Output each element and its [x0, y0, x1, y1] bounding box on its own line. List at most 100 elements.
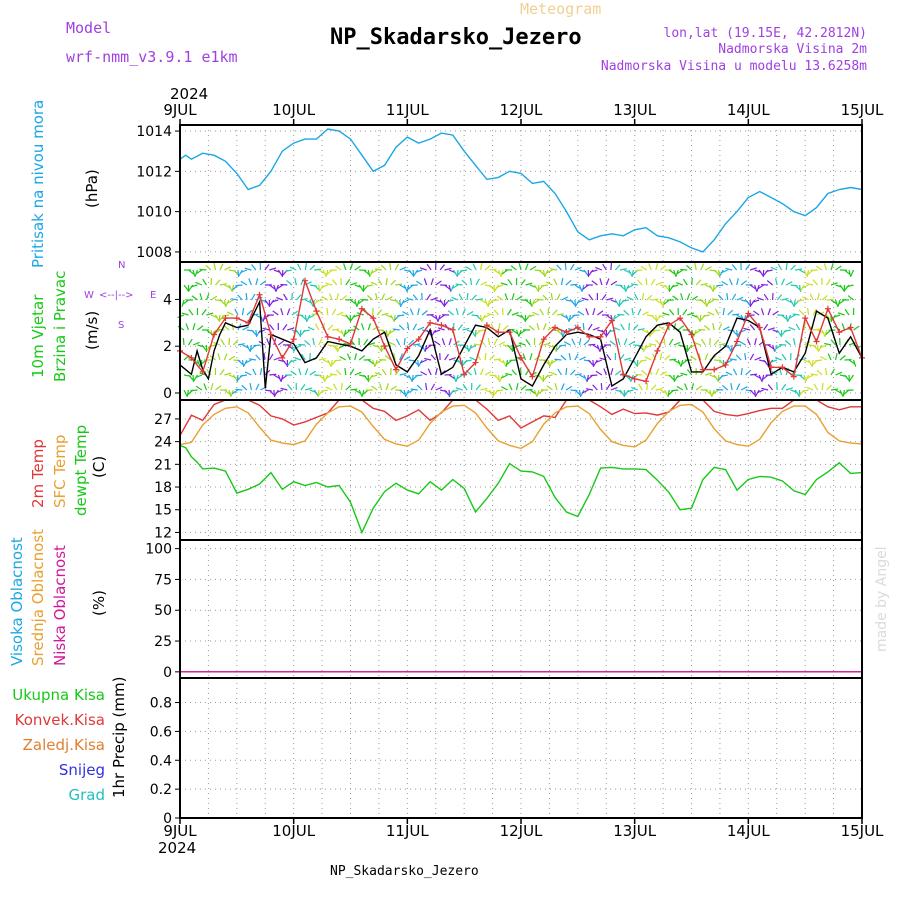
- wind-barb: [331, 344, 338, 351]
- wind-barb: [669, 358, 677, 361]
- wind-barb: [579, 356, 586, 361]
- y-tick-label: 21: [154, 457, 172, 473]
- gust-marker: [427, 319, 434, 326]
- wind-barb: [619, 268, 627, 271]
- wind-barb: [230, 298, 239, 301]
- wind-barb: [439, 299, 445, 307]
- wind-barb: [729, 358, 737, 361]
- wind-barb: [626, 389, 634, 393]
- x-tick-label-top: 9JUL: [163, 101, 197, 119]
- temp-unit: (C): [90, 456, 108, 478]
- wind-barb: [242, 326, 249, 331]
- wind-barb: [318, 357, 326, 361]
- wind-barb: [237, 294, 243, 301]
- wind-barb: [565, 367, 568, 376]
- wind-barb: [469, 344, 477, 350]
- wind-barb: [694, 263, 697, 271]
- wind-barb: [831, 314, 837, 322]
- wind-barb: [472, 263, 477, 271]
- wind-barb: [812, 279, 819, 286]
- wind-barb: [536, 323, 540, 331]
- gust-marker: [552, 324, 559, 331]
- wind-barb: [663, 299, 670, 305]
- wind-barb: [398, 324, 405, 331]
- wind-barb: [412, 294, 419, 301]
- wind-barb: [367, 323, 372, 331]
- gust-marker: [256, 291, 263, 298]
- wind-barb: [722, 307, 725, 316]
- bottom-date-labels: 9JUL 10JUL 11JUL 12JUL 13JUL 14JUL 15JUL: [163, 822, 884, 840]
- wind-barb: [191, 295, 198, 301]
- wind-barb: [183, 284, 189, 291]
- wind-barb: [637, 328, 645, 331]
- wind-barb: [518, 263, 522, 271]
- coords: lon,lat (19.15E, 42.2812N): [664, 26, 868, 41]
- wind-barb: [350, 314, 356, 322]
- wind-barb: [372, 359, 376, 367]
- wind-barb: [758, 374, 763, 382]
- gust-marker: [677, 315, 684, 322]
- wind-barb: [232, 339, 239, 346]
- wind-barb: [812, 308, 817, 316]
- wind-barb: [494, 284, 500, 292]
- wind-barb: [327, 359, 332, 367]
- wind-barb: [361, 389, 365, 397]
- gust-marker: [199, 368, 206, 375]
- wind-barb: [321, 284, 329, 289]
- wind-barb: [601, 294, 607, 301]
- precip-label-grad: Grad: [68, 786, 105, 804]
- wind-barb: [360, 323, 365, 331]
- wind-barb: [838, 299, 845, 305]
- wind-barb: [631, 386, 639, 391]
- wind-barb: [447, 310, 454, 316]
- wind-barb: [599, 278, 603, 286]
- wind-barb: [479, 339, 486, 346]
- wind-barb: [533, 389, 538, 397]
- wind-barb: [806, 269, 810, 277]
- wind-barb: [714, 308, 720, 316]
- wind-barb: [581, 389, 589, 394]
- wind-barb: [410, 388, 418, 391]
- wind-barb: [686, 293, 691, 301]
- wind-barb: [813, 383, 819, 391]
- wind-barb: [196, 359, 201, 367]
- wind-barb: [704, 266, 712, 271]
- y-tick-label: 0.4: [150, 753, 172, 769]
- wind-barb: [626, 296, 634, 301]
- wind-barb: [669, 284, 675, 292]
- wind-barb: [188, 269, 195, 275]
- wind-barb: [744, 352, 747, 361]
- wind-barb: [374, 372, 382, 376]
- wind-barb: [500, 282, 508, 286]
- wind-barb: [556, 313, 564, 316]
- wind-barb: [655, 299, 663, 305]
- wind-barb: [251, 264, 257, 271]
- wind-barb: [213, 263, 217, 271]
- wind-barb: [595, 370, 603, 376]
- wind-barb: [596, 344, 601, 352]
- wind-barb: [332, 383, 338, 391]
- wind-barb: [430, 297, 438, 301]
- wind-barb: [801, 389, 809, 393]
- wind-barb: [354, 299, 358, 307]
- gust-marker: [222, 315, 229, 322]
- wind-barb: [687, 312, 695, 316]
- wind-barb: [217, 353, 221, 361]
- wind-barb: [677, 325, 685, 331]
- wind-barb: [228, 389, 232, 397]
- wind-barb: [453, 269, 458, 277]
- wind-barb: [750, 299, 756, 307]
- wind-barb: [286, 279, 293, 286]
- wind-barb: [520, 314, 526, 322]
- wind-barb: [185, 323, 190, 331]
- wind-barb: [350, 388, 358, 391]
- wind-barb: [224, 372, 232, 376]
- wind-barb: [350, 282, 358, 286]
- wind-barb: [287, 359, 293, 367]
- wind-barb: [574, 353, 579, 361]
- wind-barb: [588, 294, 594, 301]
- wind-barb: [830, 263, 834, 271]
- wind-barb: [695, 279, 702, 286]
- wind-barb: [394, 263, 400, 271]
- y-tick-label: 100: [145, 542, 172, 558]
